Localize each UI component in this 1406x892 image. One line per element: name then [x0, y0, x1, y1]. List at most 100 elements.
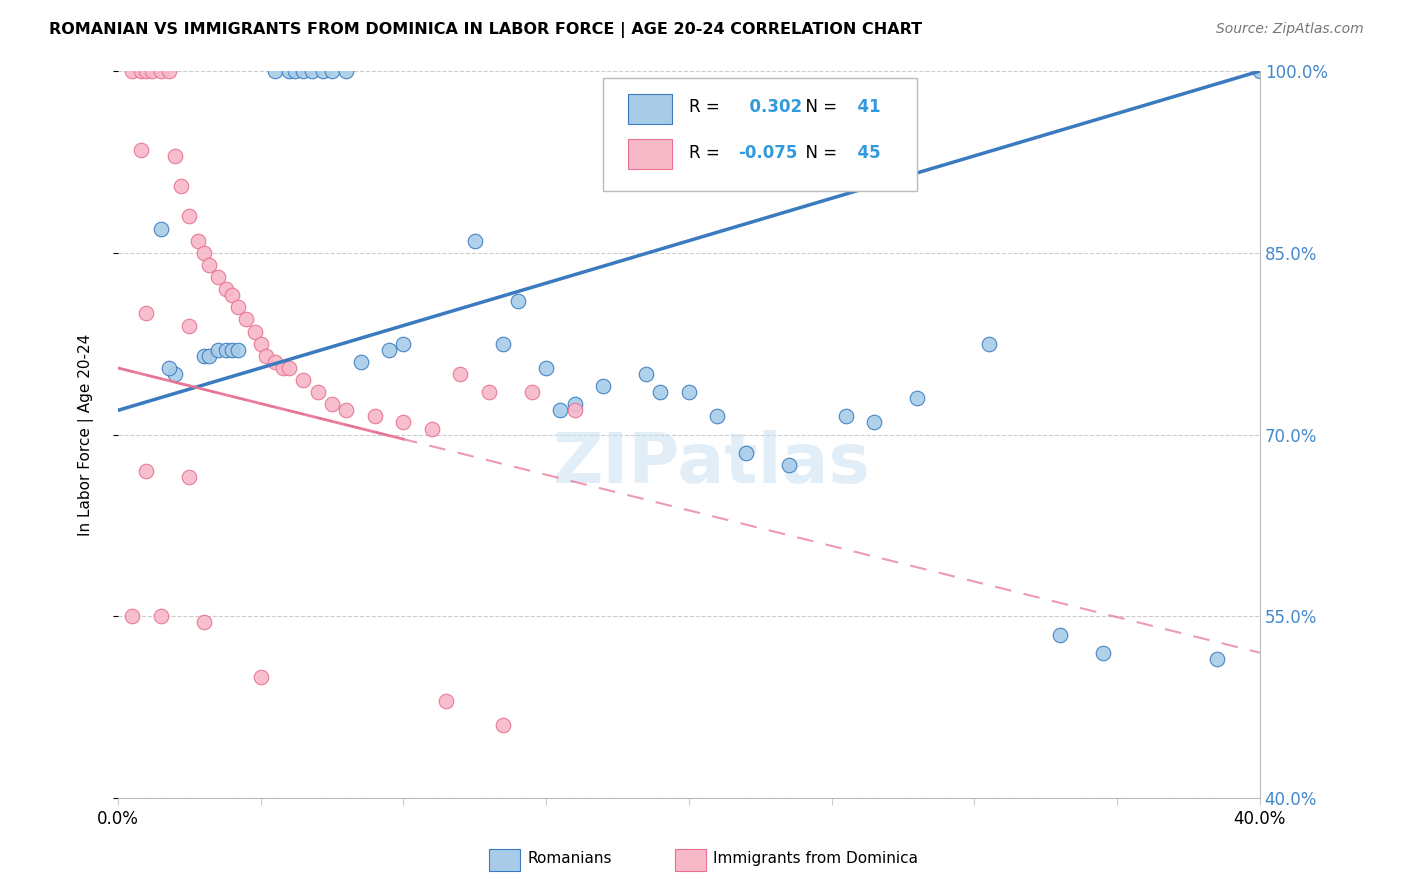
Point	[215, 343, 238, 357]
Text: ROMANIAN VS IMMIGRANTS FROM DOMINICA IN LABOR FORCE | AGE 20-24 CORRELATION CHAR: ROMANIAN VS IMMIGRANTS FROM DOMINICA IN …	[49, 22, 922, 38]
Point	[187, 234, 209, 248]
Point	[157, 360, 180, 375]
Text: R =: R =	[689, 145, 720, 162]
Point	[863, 416, 886, 430]
Point	[254, 349, 277, 363]
Point	[273, 360, 295, 375]
Point	[349, 355, 371, 369]
FancyBboxPatch shape	[603, 78, 917, 191]
Point	[226, 301, 249, 315]
Text: 0.302: 0.302	[738, 98, 801, 117]
Point	[121, 64, 143, 78]
Point	[135, 64, 157, 78]
Text: 41: 41	[846, 98, 882, 117]
Point	[284, 64, 307, 78]
Point	[215, 282, 238, 296]
Point	[564, 403, 586, 417]
Point	[678, 385, 700, 400]
Point	[420, 421, 443, 435]
Point	[249, 336, 271, 351]
Point	[905, 391, 928, 405]
Point	[706, 409, 728, 424]
Text: N =: N =	[794, 145, 837, 162]
Point	[135, 306, 157, 320]
Text: Romanians: Romanians	[527, 851, 612, 865]
Point	[392, 336, 415, 351]
Point	[492, 718, 515, 732]
Point	[650, 385, 672, 400]
Point	[378, 343, 401, 357]
Point	[249, 670, 271, 684]
Point	[506, 294, 529, 309]
Y-axis label: In Labor Force | Age 20-24: In Labor Force | Age 20-24	[79, 334, 94, 536]
Point	[179, 470, 201, 484]
Point	[634, 367, 657, 381]
Point	[321, 397, 343, 411]
Text: 45: 45	[846, 145, 882, 162]
Point	[778, 458, 800, 472]
Point	[292, 64, 315, 78]
Text: -0.075: -0.075	[738, 145, 797, 162]
Text: Immigrants from Dominica: Immigrants from Dominica	[713, 851, 918, 865]
Point	[121, 609, 143, 624]
Point	[312, 64, 335, 78]
Point	[207, 343, 229, 357]
Point	[520, 385, 543, 400]
Point	[564, 397, 586, 411]
Bar	[628, 94, 672, 124]
Point	[243, 325, 266, 339]
Point	[179, 318, 201, 333]
Point	[1206, 652, 1229, 666]
Point	[149, 609, 172, 624]
Point	[492, 336, 515, 351]
Point	[321, 64, 343, 78]
Point	[278, 64, 301, 78]
Point	[301, 64, 323, 78]
Point	[170, 179, 193, 194]
Point	[534, 360, 557, 375]
Point	[141, 64, 163, 78]
Text: Source: ZipAtlas.com: Source: ZipAtlas.com	[1216, 22, 1364, 37]
Point	[1249, 64, 1271, 78]
Point	[163, 149, 186, 163]
Text: R =: R =	[689, 98, 720, 117]
Text: ZIPatlas: ZIPatlas	[553, 430, 870, 497]
Point	[735, 446, 758, 460]
Point	[129, 64, 152, 78]
Point	[221, 343, 243, 357]
Point	[221, 288, 243, 302]
Point	[264, 355, 287, 369]
Point	[478, 385, 501, 400]
Point	[464, 234, 486, 248]
Text: N =: N =	[794, 98, 837, 117]
Point	[292, 373, 315, 387]
Point	[129, 143, 152, 157]
Point	[335, 403, 357, 417]
Point	[307, 385, 329, 400]
Point	[198, 349, 221, 363]
Point	[335, 64, 357, 78]
Point	[163, 367, 186, 381]
Point	[434, 694, 457, 708]
Point	[364, 409, 387, 424]
Point	[450, 367, 472, 381]
Point	[135, 464, 157, 478]
Point	[193, 349, 215, 363]
Point	[226, 343, 249, 357]
Point	[149, 64, 172, 78]
Point	[179, 210, 201, 224]
Point	[235, 312, 257, 326]
Point	[278, 360, 301, 375]
Point	[193, 615, 215, 630]
Point	[1049, 627, 1071, 641]
Point	[592, 379, 614, 393]
Point	[550, 403, 572, 417]
Point	[835, 409, 858, 424]
Point	[264, 64, 287, 78]
Point	[193, 245, 215, 260]
Bar	[628, 138, 672, 169]
Point	[1091, 646, 1114, 660]
Point	[977, 336, 1000, 351]
Point	[198, 258, 221, 272]
Point	[149, 221, 172, 235]
